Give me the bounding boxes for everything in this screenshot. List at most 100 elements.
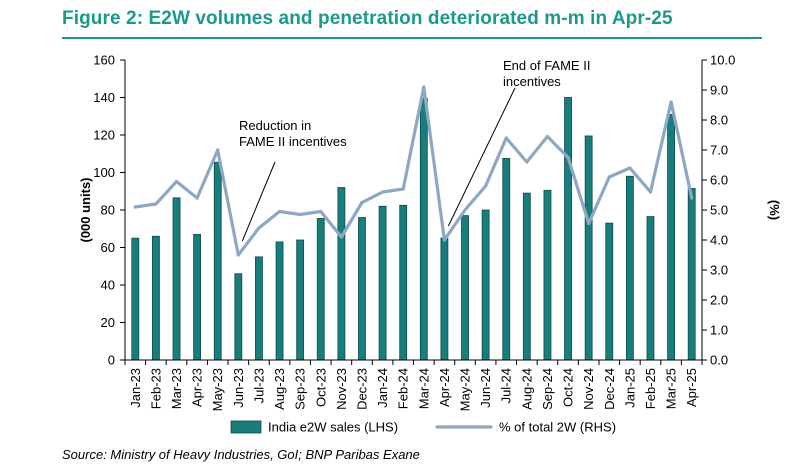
pct-point-Dec-24: [607, 175, 611, 179]
x-tick-label: Sep-23: [293, 368, 308, 410]
y-axis-title-left: (000 units): [78, 177, 93, 242]
annotation-fame-end-text: End of FAME II: [503, 58, 590, 73]
bar-Jan-25: [625, 175, 634, 361]
pct-point-Aug-23: [277, 209, 282, 214]
chart: 0 20 40 60 80 100 120 140 160 0.0 1.0 2.0 3.0 4.0 5.0 6…: [78, 53, 782, 435]
pct-point-Jan-24: [380, 190, 385, 194]
x-tick-label: Nov-24: [581, 368, 596, 410]
x-tick-label: Oct-24: [561, 368, 576, 407]
figure-title: Figure 2: E2W volumes and penetration de…: [62, 8, 673, 29]
x-tick-label: Sep-24: [540, 368, 555, 410]
pct-point-Nov-23: [339, 235, 343, 239]
source-note: Source: Ministry of Heavy Industries, Go…: [62, 447, 420, 462]
bar-May-24: [461, 215, 469, 361]
pct-point-Mar-24: [422, 85, 426, 89]
pct-total-line: [133, 85, 694, 257]
legend: India e2W sales (LHS) % of total 2W (RHS): [230, 420, 616, 435]
bar-Dec-23: [358, 217, 366, 361]
right-tick-label: 9.0: [710, 83, 728, 98]
pct-point-Feb-23: [154, 202, 158, 206]
x-tick-label: Aug-24: [519, 368, 534, 410]
right-tick-label: 2.0: [710, 293, 728, 308]
pct-point-Aug-24: [525, 160, 529, 164]
pct-point-Apr-24: [442, 238, 447, 242]
bar-Jan-23: [131, 237, 140, 361]
x-tick-label: Jun-24: [478, 368, 493, 408]
left-tick-label: 0: [108, 353, 115, 368]
bar-Feb-25: [646, 216, 655, 361]
pct-point-Nov-24: [587, 221, 591, 226]
pct-point-Mar-23: [174, 179, 179, 184]
pct-point-Dec-23: [360, 200, 364, 205]
x-tick-label: Aug-23: [272, 368, 287, 410]
left-tick-label: 120: [93, 128, 115, 143]
x-tick-label: Dec-24: [602, 368, 617, 410]
left-tick-label: 160: [93, 53, 115, 68]
x-tick-label: Feb-24: [396, 368, 411, 409]
annotation-fame-reduction-text: Reduction in: [239, 118, 311, 133]
bar-May-23: [213, 161, 222, 361]
x-tick-label: May-23: [210, 368, 225, 411]
x-tick-label: Mar-24: [416, 368, 431, 409]
line-layer: [133, 85, 694, 257]
bar-Nov-24: [584, 135, 593, 361]
right-tick-label: 10.0: [710, 53, 735, 68]
x-tick-label: Mar-25: [664, 368, 679, 409]
pct-point-Sep-24: [545, 134, 550, 139]
pct-point-May-23: [216, 148, 220, 152]
right-tick-label: 5.0: [710, 203, 728, 218]
pct-point-Oct-24: [566, 155, 570, 160]
x-tick-label: Mar-23: [169, 368, 184, 409]
x-tick-label: Apr-23: [190, 368, 205, 407]
left-tick-label: 140: [93, 90, 115, 105]
x-tick-label: Feb-23: [148, 368, 163, 409]
pct-point-Jul-24: [504, 136, 508, 140]
pct-point-May-24: [463, 208, 467, 212]
bar-Jan-24: [378, 205, 387, 361]
right-tick-label: 6.0: [710, 173, 728, 188]
bar-Mar-25: [667, 113, 675, 361]
bar-Feb-23: [152, 235, 160, 361]
left-tick-label: 60: [101, 240, 115, 255]
x-tick-label: Apr-25: [684, 368, 699, 407]
pct-point-Feb-24: [401, 187, 405, 191]
left-tick-label: 20: [101, 315, 115, 330]
bars-layer: [131, 97, 696, 361]
pct-point-Jan-25: [628, 166, 632, 170]
annotation-fame-reduction-text: FAME II incentives: [239, 134, 347, 149]
annotation-fame-end-text: incentives: [503, 74, 561, 89]
bar-Dec-24: [605, 222, 614, 361]
bar-Oct-23: [316, 218, 325, 361]
bar-Jul-23: [255, 256, 263, 361]
x-tick-label: Jan-23: [128, 368, 143, 408]
y-axis-title-right: (%): [767, 200, 782, 220]
annotation-fame-reduction-leader: [241, 161, 276, 242]
right-tick-label: 3.0: [710, 263, 728, 278]
bar-Apr-24: [440, 237, 449, 361]
bar-Jun-23: [234, 273, 243, 361]
bar-Nov-23: [337, 187, 346, 361]
pct-point-Feb-25: [648, 190, 653, 194]
x-tick-label: Jul-24: [499, 368, 514, 403]
bar-Oct-24: [564, 97, 572, 361]
annotation-fame-end-leader: [447, 87, 516, 227]
bar-Apr-23: [193, 233, 202, 361]
x-tick-label: Jun-23: [231, 368, 246, 408]
pct-point-Jun-24: [484, 184, 488, 188]
bar-Sep-24: [543, 189, 552, 361]
left-tick-label: 100: [93, 165, 115, 180]
legend-bar-label: India e2W sales (LHS): [268, 420, 398, 435]
x-tick-label: Apr-24: [437, 368, 452, 407]
x-tick-label: Jan-25: [622, 368, 637, 408]
bar-Feb-24: [399, 204, 408, 361]
bar-Apr-25: [687, 188, 696, 361]
x-tick-label: Dec-23: [354, 368, 369, 410]
legend-line-label: % of total 2W (RHS): [499, 420, 616, 435]
pct-point-Jul-23: [257, 226, 261, 230]
x-tick-label: Oct-23: [313, 368, 328, 407]
bar-Mar-24: [419, 98, 428, 361]
legend-bar-swatch: [230, 420, 262, 434]
x-tick-label: Nov-23: [334, 368, 349, 410]
x-tick-label: Jan-24: [375, 368, 390, 408]
